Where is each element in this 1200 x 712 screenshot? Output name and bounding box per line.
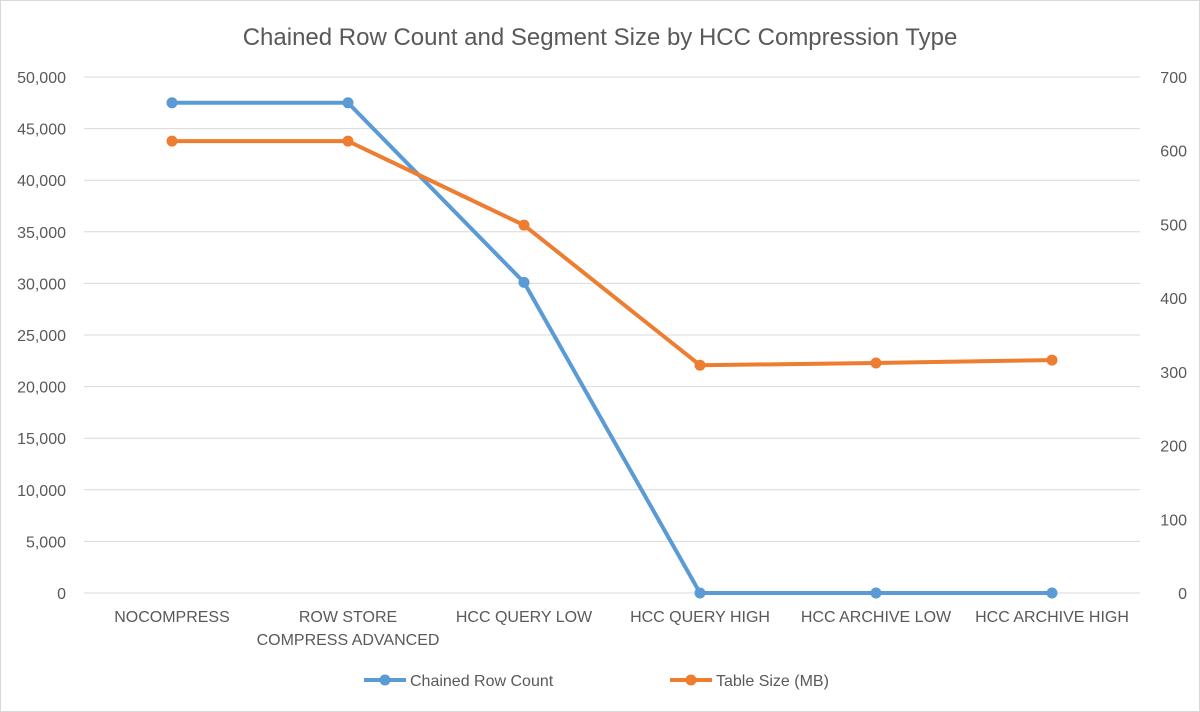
category-axis-labels: NOCOMPRESS ROW STORE COMPRESS ADVANCED HCC … (114, 609, 1129, 649)
category-label: HCC QUERY HIGH (630, 609, 770, 626)
category-label: COMPRESS ADVANCED (257, 632, 440, 649)
data-point[interactable] (166, 97, 178, 109)
category-label: HCC ARCHIVE HIGH (975, 609, 1129, 626)
left-tick-label: 30,000 (17, 276, 66, 293)
series-line[interactable] (170, 100, 1054, 595)
series-chained-row-count[interactable] (166, 97, 1058, 599)
gridlines (84, 76, 1140, 594)
category-label: NOCOMPRESS (114, 609, 230, 626)
data-point[interactable] (1046, 587, 1058, 599)
data-point[interactable] (166, 135, 178, 147)
right-tick-label: 100 (1160, 512, 1187, 529)
legend-item[interactable]: Chained Row Count (364, 673, 554, 690)
legend-swatch-marker (379, 674, 391, 686)
legend-swatch-marker (685, 674, 697, 686)
left-tick-label: 40,000 (17, 173, 66, 190)
right-tick-label: 200 (1160, 439, 1187, 456)
data-point[interactable] (518, 219, 530, 231)
category-label: HCC ARCHIVE LOW (801, 609, 952, 626)
left-tick-label: 25,000 (17, 328, 66, 345)
left-tick-label: 5,000 (26, 534, 66, 551)
left-axis-ticks: 0 5,000 10,000 15,000 20,000 25,000 30,000 35,0… (17, 70, 66, 603)
data-point[interactable] (518, 276, 530, 288)
data-point[interactable] (342, 97, 354, 109)
left-tick-label: 0 (57, 586, 66, 603)
right-tick-label: 600 (1160, 144, 1187, 161)
data-point[interactable] (870, 357, 882, 369)
right-tick-label: 700 (1160, 70, 1187, 87)
left-tick-label: 50,000 (17, 70, 66, 87)
left-tick-label: 45,000 (17, 122, 66, 139)
data-point[interactable] (870, 587, 882, 599)
right-tick-label: 0 (1178, 586, 1187, 603)
data-point[interactable] (694, 587, 706, 599)
category-label: ROW STORE (299, 609, 397, 626)
right-tick-label: 400 (1160, 291, 1187, 308)
legend-item[interactable]: Table Size (MB) (670, 673, 829, 690)
series-lines (166, 97, 1058, 599)
left-tick-label: 35,000 (17, 225, 66, 242)
series-line[interactable] (170, 139, 1054, 368)
legend-label: Chained Row Count (410, 673, 554, 690)
right-tick-label: 500 (1160, 217, 1187, 234)
left-tick-label: 10,000 (17, 483, 66, 500)
right-axis-ticks: 0 100 200 300 400 500 600 700 (1160, 70, 1187, 603)
data-point[interactable] (694, 359, 706, 371)
right-tick-label: 300 (1160, 365, 1187, 382)
data-point[interactable] (342, 135, 354, 147)
left-tick-label: 15,000 (17, 431, 66, 448)
series-table-size-mb[interactable] (166, 135, 1058, 371)
chart-title: Chained Row Count and Segment Size by HC… (243, 24, 958, 51)
left-tick-label: 20,000 (17, 380, 66, 397)
data-point[interactable] (1046, 354, 1058, 366)
legend-label: Table Size (MB) (716, 673, 829, 690)
category-label: HCC QUERY LOW (456, 609, 593, 626)
legend[interactable]: Chained Row Count Table Size (MB) (364, 673, 829, 690)
